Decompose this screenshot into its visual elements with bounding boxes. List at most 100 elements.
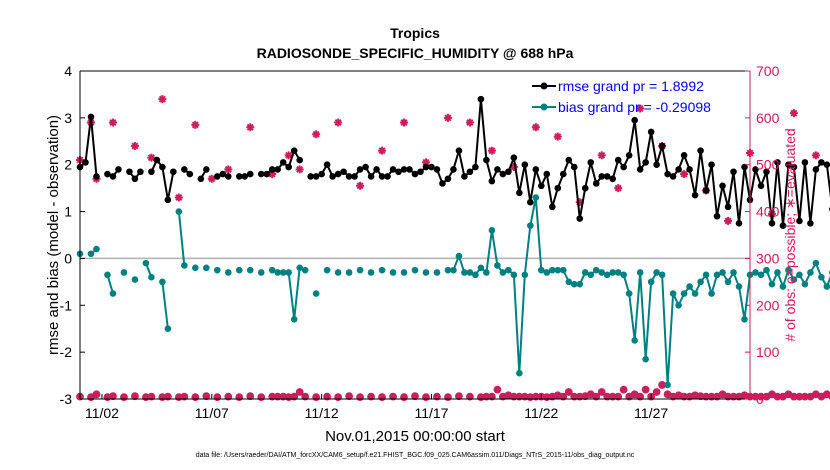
bias-point bbox=[345, 269, 353, 276]
bias-point bbox=[779, 283, 787, 290]
bias-point bbox=[642, 355, 649, 363]
rmse-point bbox=[126, 168, 133, 176]
rmse-point bbox=[647, 128, 655, 136]
bias-point bbox=[565, 278, 573, 286]
rmse-point bbox=[625, 152, 633, 159]
rmse-point bbox=[768, 219, 776, 227]
evaluated-obs-point bbox=[334, 118, 343, 127]
bias-point bbox=[587, 271, 595, 279]
evaluated-obs-point bbox=[636, 104, 645, 113]
rmse-point bbox=[93, 173, 100, 180]
rmse-point bbox=[763, 168, 770, 176]
rmse-point bbox=[477, 95, 485, 103]
possible-obs-point bbox=[213, 393, 222, 402]
rmse-point bbox=[686, 166, 693, 173]
bias-point bbox=[422, 269, 430, 276]
rmse-point bbox=[741, 163, 748, 171]
bias-point bbox=[532, 194, 540, 201]
y2-tick-label: 300 bbox=[756, 250, 780, 266]
rmse-point bbox=[472, 163, 479, 171]
possible-obs-point bbox=[191, 393, 200, 402]
bias-point bbox=[93, 245, 100, 253]
rmse-point bbox=[735, 219, 743, 227]
possible-obs-point bbox=[641, 385, 650, 394]
possible-obs-point bbox=[559, 392, 568, 401]
bias-point bbox=[164, 325, 172, 333]
rmse-point bbox=[505, 168, 512, 176]
bias-point bbox=[702, 271, 710, 279]
rmse-point bbox=[181, 166, 188, 173]
rmse-point bbox=[790, 163, 798, 171]
bias-point bbox=[285, 269, 292, 276]
rmse-point bbox=[450, 166, 457, 173]
bias-point bbox=[268, 266, 276, 274]
rmse-point bbox=[801, 159, 809, 166]
rmse-point bbox=[318, 170, 325, 178]
bias-point bbox=[741, 316, 748, 323]
bias-point bbox=[603, 271, 611, 279]
rmse-point bbox=[411, 170, 419, 178]
axes-layer: -3 -2 -1 0 1 2 3 4 0 100 200 300 400 500 600 700 11/02 11… bbox=[60, 63, 780, 421]
rmse-point bbox=[400, 166, 408, 173]
bias-point bbox=[812, 259, 820, 267]
rmse-point bbox=[713, 212, 721, 220]
bias-line bbox=[161, 281, 169, 329]
rmse-point bbox=[246, 170, 254, 178]
bias-point bbox=[658, 271, 666, 279]
legend-rmse-marker bbox=[540, 82, 548, 90]
rmse-point bbox=[131, 175, 139, 183]
bias-point bbox=[301, 266, 309, 274]
rmse-point bbox=[362, 163, 369, 171]
rmse-point bbox=[197, 175, 205, 183]
rmse-point bbox=[224, 173, 232, 180]
y2-tick-label: 600 bbox=[756, 110, 780, 126]
rmse-point bbox=[807, 219, 814, 227]
bias-point bbox=[488, 227, 496, 234]
possible-obs-point bbox=[345, 392, 353, 401]
rmse-point bbox=[203, 166, 210, 173]
bias-point bbox=[400, 269, 408, 276]
bias-point bbox=[653, 269, 660, 276]
possible-obs-point bbox=[455, 392, 463, 401]
bias-point bbox=[181, 262, 188, 269]
rmse-point bbox=[779, 222, 787, 229]
rmse-point bbox=[774, 159, 781, 166]
y-tick-label: 1 bbox=[64, 204, 72, 220]
bias-point bbox=[224, 269, 232, 276]
rmse-point bbox=[285, 163, 292, 171]
bias-point bbox=[159, 278, 166, 286]
bias-point bbox=[494, 262, 501, 269]
rmse-point bbox=[510, 154, 518, 161]
legend-rmse-label: rmse grand pr = 1.8992 bbox=[558, 78, 704, 94]
bias-point bbox=[625, 290, 633, 297]
rmse-point bbox=[115, 166, 122, 173]
bias-point bbox=[576, 280, 584, 288]
series-layer bbox=[76, 95, 830, 402]
evaluated-obs-point bbox=[614, 184, 623, 193]
evaluated-obs-point bbox=[224, 165, 233, 174]
rmse-point bbox=[565, 156, 573, 164]
rmse-point bbox=[757, 182, 765, 190]
bias-point bbox=[636, 269, 644, 276]
rmse-point bbox=[614, 156, 622, 164]
rmse-point bbox=[329, 173, 336, 180]
possible-obs-point bbox=[334, 393, 343, 402]
evaluated-obs-point bbox=[295, 165, 304, 174]
possible-obs-point bbox=[433, 392, 441, 401]
rmse-point bbox=[351, 173, 358, 180]
x-tick-label: 11/17 bbox=[414, 405, 448, 421]
bias-point bbox=[279, 269, 287, 276]
rmse-point bbox=[279, 159, 287, 166]
rmse-point bbox=[823, 161, 830, 169]
rmse-point bbox=[406, 166, 413, 173]
evaluated-obs-point bbox=[811, 151, 820, 160]
bias-point bbox=[203, 264, 210, 272]
bias-point bbox=[807, 269, 814, 276]
bias-point bbox=[378, 266, 386, 274]
evaluated-obs-point bbox=[312, 130, 321, 139]
bias-point bbox=[675, 301, 682, 309]
bias-point bbox=[175, 208, 183, 215]
possible-obs-point bbox=[246, 392, 255, 401]
rmse-point bbox=[796, 217, 803, 225]
bias-point bbox=[296, 264, 303, 272]
